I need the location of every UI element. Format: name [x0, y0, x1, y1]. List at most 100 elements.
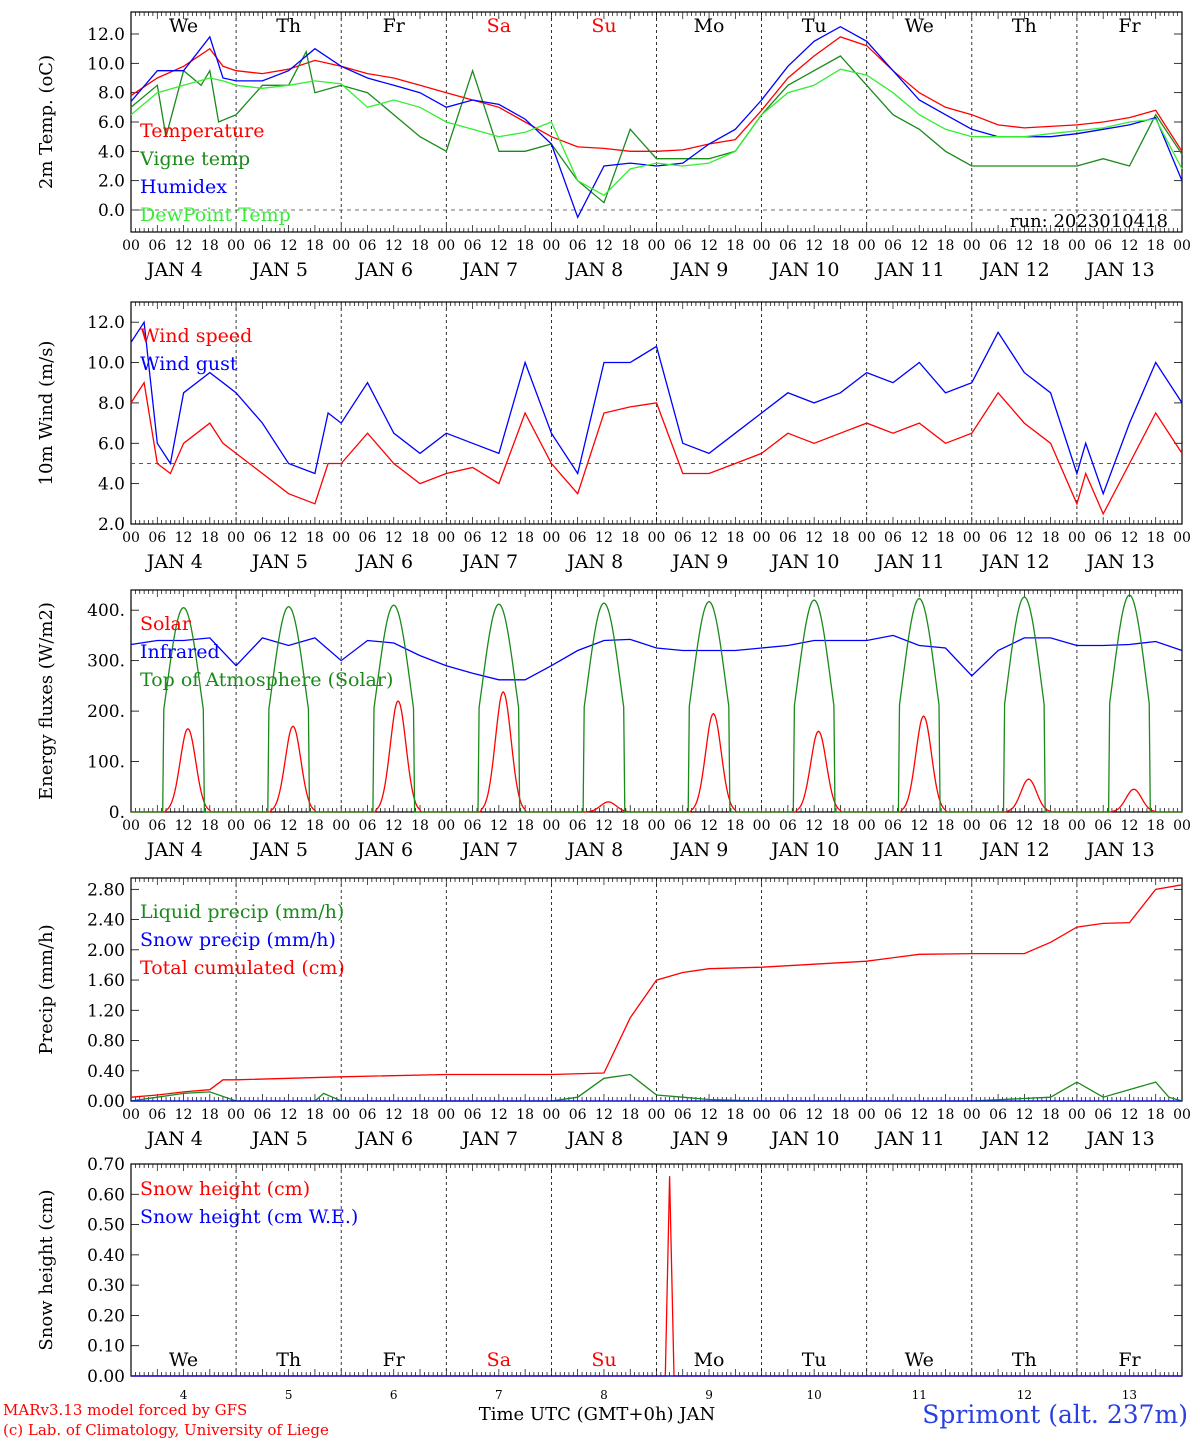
- hour-tick-label: 18: [411, 530, 429, 546]
- hour-tick-label: 12: [280, 818, 298, 834]
- hour-tick-label: 06: [779, 1107, 797, 1123]
- hour-tick-label: 12: [1015, 1107, 1033, 1123]
- hour-tick-label: 00: [648, 530, 666, 546]
- date-label: JAN 9: [670, 259, 728, 281]
- hour-tick-label: 12: [700, 238, 718, 254]
- y-tick-label: 12.0: [87, 25, 125, 45]
- date-label: 8: [600, 1388, 608, 1402]
- hour-tick-label: 06: [253, 530, 271, 546]
- date-label: JAN 10: [769, 259, 839, 281]
- hour-tick-label: 00: [753, 530, 771, 546]
- date-label: JAN 13: [1085, 1128, 1155, 1150]
- hour-tick-label: 18: [832, 530, 850, 546]
- weekday-label: Fr: [1118, 1349, 1141, 1371]
- date-label: JAN 5: [250, 1128, 308, 1150]
- y-tick-label: 8.0: [98, 84, 125, 104]
- weekday-label: Th: [1012, 1349, 1037, 1371]
- hour-tick-label: 06: [464, 238, 482, 254]
- hour-tick-label: 12: [385, 238, 403, 254]
- y-tick-label: 0.50: [87, 1216, 125, 1236]
- hour-tick-label: 06: [779, 530, 797, 546]
- hour-tick-label: 18: [621, 238, 639, 254]
- hour-tick-label: 12: [385, 530, 403, 546]
- date-label: JAN 12: [979, 259, 1049, 281]
- hour-tick-label: 06: [989, 238, 1007, 254]
- hour-tick-label: 12: [805, 530, 823, 546]
- hour-tick-label: 12: [805, 1107, 823, 1123]
- hour-tick-label: 12: [1121, 818, 1139, 834]
- hour-tick-label: 00: [1068, 1107, 1086, 1123]
- hour-tick-label: 06: [148, 1107, 166, 1123]
- hour-tick-label: 06: [779, 238, 797, 254]
- date-label: 11: [912, 1388, 927, 1402]
- date-label: JAN 10: [769, 551, 839, 573]
- hour-tick-label: 12: [175, 1107, 193, 1123]
- legend-entry: Vigne temp: [139, 148, 250, 170]
- date-label: JAN 4: [145, 1128, 203, 1150]
- weekday-label: Tu: [802, 1349, 827, 1371]
- hour-tick-label: 00: [332, 530, 350, 546]
- hour-tick-label: 12: [385, 1107, 403, 1123]
- hour-tick-label: 12: [280, 530, 298, 546]
- weekday-label: Su: [591, 1349, 616, 1371]
- y-tick-label: 10.0: [87, 54, 125, 74]
- y-tick-label: 0.0: [98, 201, 125, 221]
- hour-tick-label: 00: [332, 1107, 350, 1123]
- date-label: 9: [705, 1388, 713, 1402]
- panel-snow: [130, 1163, 1183, 1377]
- hour-tick-label: 00: [648, 818, 666, 834]
- hour-tick-label: 00: [1173, 238, 1191, 254]
- station-label: Sprimont (alt. 237m): [922, 1400, 1188, 1429]
- y-tick-label: 4.0: [98, 142, 125, 162]
- hour-tick-label: 12: [910, 238, 928, 254]
- hour-tick-label: 12: [175, 238, 193, 254]
- hour-tick-label: 06: [569, 818, 587, 834]
- series-line-top-of-atmosphere-solar: [131, 594, 1182, 813]
- y-tick-label: 0.30: [87, 1276, 125, 1296]
- series-line-dewpoint-temp: [130, 68, 1183, 197]
- hour-tick-label: 06: [569, 238, 587, 254]
- date-label: JAN 8: [565, 839, 623, 861]
- hour-tick-label: 00: [963, 818, 981, 834]
- hour-tick-label: 00: [227, 238, 245, 254]
- y-tick-label: 12.0: [87, 313, 125, 333]
- hour-tick-label: 18: [1042, 238, 1060, 254]
- date-label: JAN 6: [355, 551, 413, 573]
- legend-entry: Infrared: [140, 641, 220, 663]
- hour-tick-label: 18: [201, 818, 219, 834]
- date-label: JAN 10: [769, 1128, 839, 1150]
- y-axis-label: 2m Temp. (oC): [36, 55, 57, 189]
- hour-tick-label: 18: [832, 238, 850, 254]
- hour-tick-label: 00: [963, 238, 981, 254]
- hour-tick-label: 00: [542, 238, 560, 254]
- hour-tick-label: 06: [359, 818, 377, 834]
- hour-tick-label: 18: [726, 1107, 744, 1123]
- run-annotation: run: 2023010418: [1010, 211, 1168, 232]
- y-tick-label: 0.70: [87, 1155, 125, 1175]
- hour-tick-label: 00: [1173, 818, 1191, 834]
- date-label: JAN 12: [979, 1128, 1049, 1150]
- hour-tick-label: 06: [884, 530, 902, 546]
- hour-tick-label: 12: [595, 1107, 613, 1123]
- series-line-wind-gust: [130, 320, 1183, 496]
- hour-tick-label: 06: [1094, 530, 1112, 546]
- hour-tick-label: 12: [490, 818, 508, 834]
- panel-precip: [130, 877, 1183, 1102]
- date-label: JAN 9: [670, 1128, 728, 1150]
- date-label: JAN 10: [769, 839, 839, 861]
- weekday-label: Sa: [487, 15, 511, 37]
- y-tick-label: 0.10: [87, 1337, 125, 1357]
- hour-tick-label: 00: [1173, 530, 1191, 546]
- hour-tick-label: 00: [122, 530, 140, 546]
- y-tick-label: 0.20: [87, 1306, 125, 1326]
- hour-tick-label: 00: [227, 530, 245, 546]
- panel-temperature: [130, 11, 1183, 233]
- series-line-vigne-temp: [130, 49, 1183, 204]
- y-tick-label: 2.0: [98, 515, 125, 535]
- date-label: 13: [1122, 1388, 1137, 1402]
- date-label: JAN 4: [145, 259, 203, 281]
- credit-line-1: MARv3.13 model forced by GFS: [3, 1401, 248, 1419]
- hour-tick-label: 00: [542, 1107, 560, 1123]
- date-label: JAN 12: [979, 839, 1049, 861]
